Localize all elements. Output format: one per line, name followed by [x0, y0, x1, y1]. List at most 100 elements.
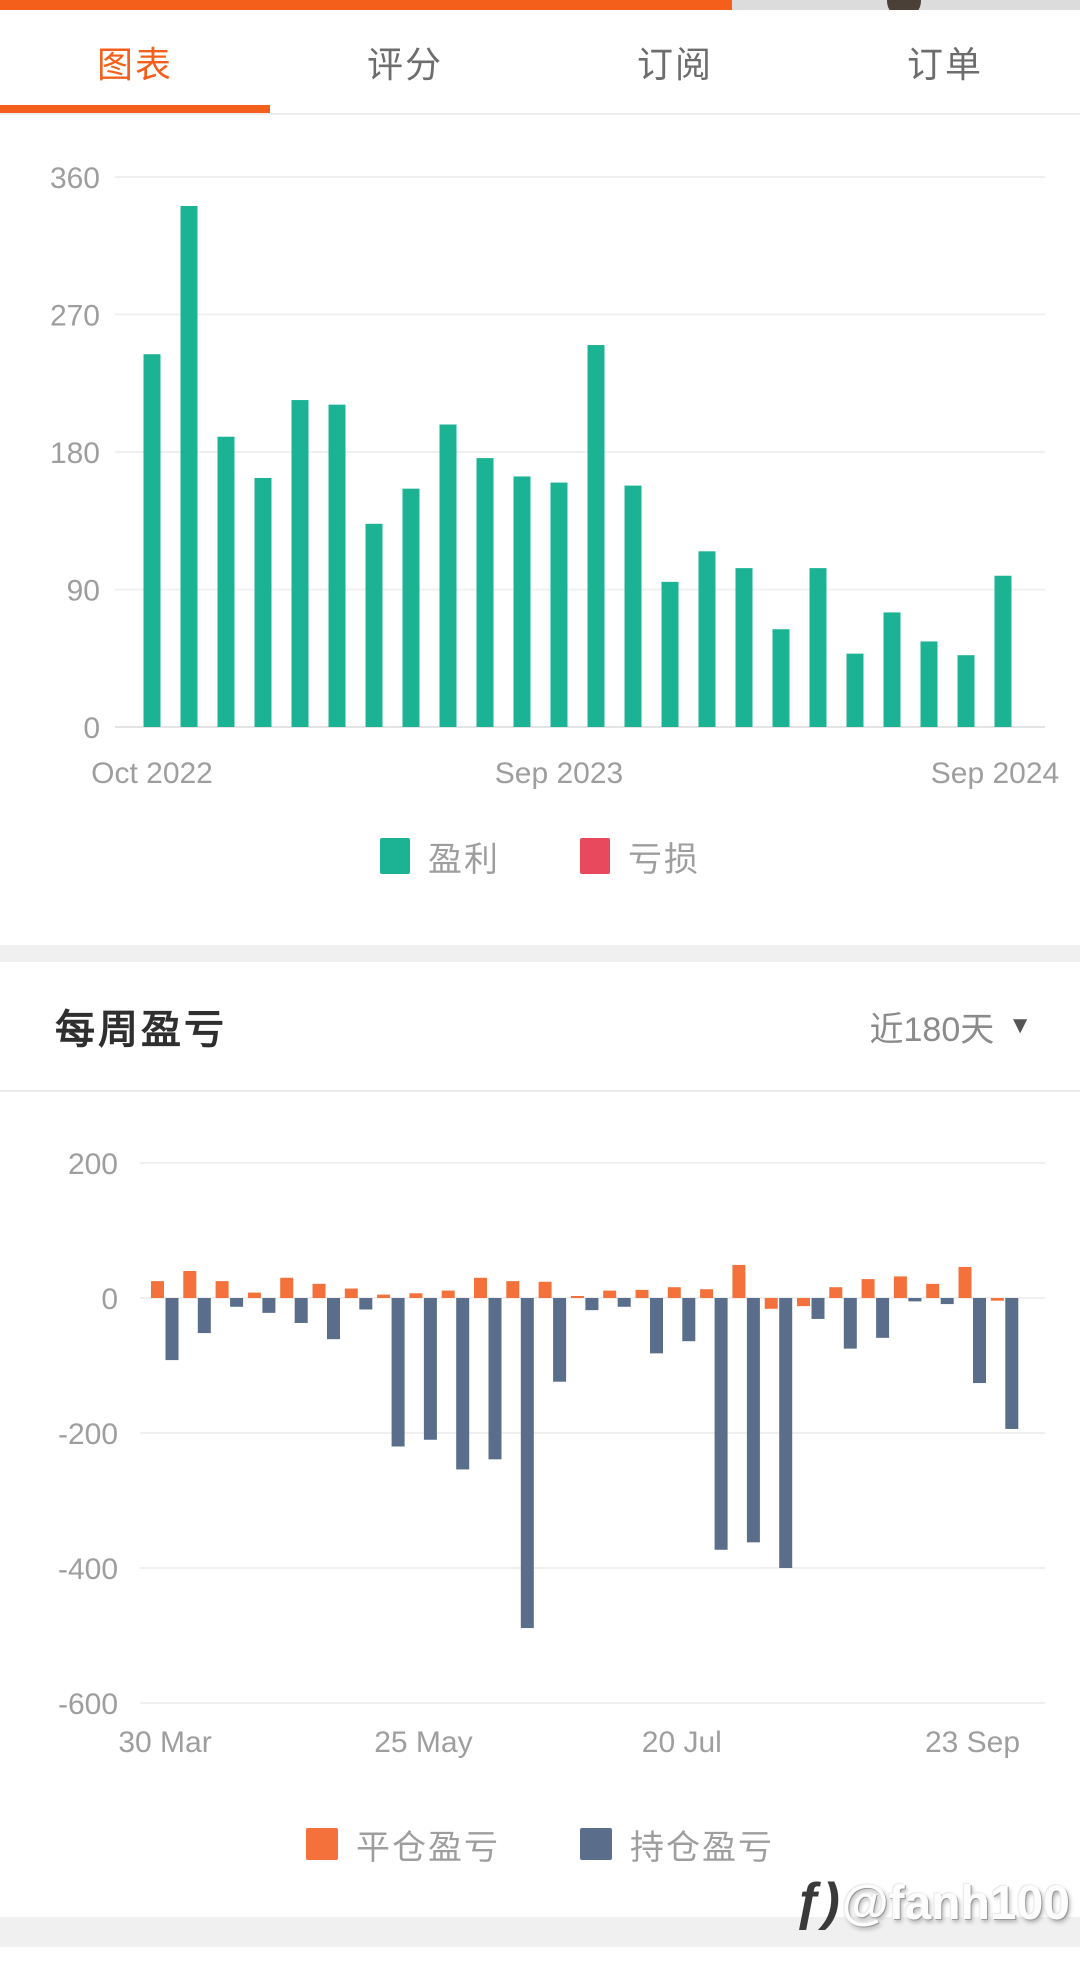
weekly-floating-pl-bar — [746, 1298, 760, 1543]
status-bar-accent — [0, 0, 732, 10]
weekly-floating-pl-bar — [876, 1298, 890, 1338]
weekly-floating-pl-bar — [197, 1298, 211, 1334]
weekly-floating-pl-bar — [294, 1298, 308, 1323]
y-axis-tick-label: 0 — [83, 712, 100, 745]
weekly-closed-pl-bar — [861, 1279, 875, 1298]
legend-label: 持仓盈亏 — [630, 1828, 774, 1867]
weekly-closed-pl-bar — [635, 1289, 649, 1298]
weekly-closed-pl-bar — [603, 1290, 617, 1298]
weekly-closed-pl-bar — [667, 1287, 681, 1298]
tab-subscription[interactable]: 订阅 — [636, 43, 713, 85]
y-axis-tick-label: 90 — [67, 575, 100, 608]
legend-item-floating-pl: 持仓盈亏 — [580, 1820, 774, 1869]
weekly-floating-pl-bar — [359, 1298, 373, 1310]
weekly-closed-pl-bar — [377, 1294, 391, 1298]
weekly-closed-pl-bar — [247, 1292, 261, 1298]
y-axis-tick-label: 360 — [50, 162, 100, 195]
y-axis-tick-label: 180 — [50, 437, 100, 470]
weekly-closed-pl-bar — [312, 1283, 326, 1298]
weekly-closed-pl-bar — [829, 1287, 843, 1298]
closed-pl-swatch — [306, 1828, 338, 1860]
monthly-profit-bar — [402, 488, 420, 727]
section-divider — [0, 945, 1080, 962]
weekly-closed-pl-bar — [797, 1298, 810, 1307]
weekly-closed-pl-bar — [764, 1298, 778, 1309]
weekly-closed-pl-bar — [538, 1281, 552, 1298]
monthly-profit-bar — [920, 641, 938, 727]
legend-item-closed-pl: 平仓盈亏 — [306, 1820, 500, 1869]
y-axis-tick-label: -600 — [58, 1688, 118, 1721]
weekly-chart-legend: 平仓盈亏 持仓盈亏 — [0, 1816, 1080, 1872]
tab-orders[interactable]: 订单 — [906, 43, 983, 85]
weekly-floating-pl-bar — [327, 1298, 340, 1340]
weekly-closed-pl-bar — [958, 1266, 972, 1298]
monthly-profit-bar — [994, 575, 1012, 727]
profit-swatch — [380, 838, 410, 874]
weekly-closed-pl-bar — [409, 1293, 423, 1298]
weekly-closed-pl-bar — [926, 1283, 940, 1298]
monthly-profit-bar — [550, 482, 568, 727]
x-axis-tick-label: 25 May — [374, 1726, 472, 1759]
x-axis-tick-label: 20 Jul — [642, 1726, 722, 1759]
weekly-floating-pl-bar — [230, 1298, 244, 1307]
bottom-divider-band — [0, 1917, 1080, 1947]
weekly-floating-pl-bar — [553, 1298, 567, 1382]
range-selector-dropdown[interactable]: 近180天 ▼ — [870, 962, 1033, 1090]
monthly-profit-bar — [476, 458, 494, 727]
watermark-handle: @fanh100 — [841, 1877, 1070, 1930]
weekly-floating-pl-bar — [940, 1298, 954, 1305]
x-axis-tick-label: Sep 2024 — [931, 757, 1059, 790]
weekly-closed-pl-bar — [893, 1276, 907, 1298]
weekly-floating-pl-bar — [423, 1298, 437, 1440]
weekly-floating-pl-bar — [391, 1298, 405, 1447]
weekly-floating-pl-bar — [165, 1298, 179, 1361]
weekly-closed-pl-bar — [474, 1277, 487, 1298]
tab-chart[interactable]: 图表 — [96, 43, 173, 85]
monthly-chart-legend: 盈利 亏损 — [0, 828, 1080, 884]
monthly-profit-bar — [291, 400, 309, 727]
legend-item-loss: 亏损 — [580, 832, 700, 881]
monthly-profit-bar — [957, 655, 975, 727]
weekly-closed-pl-bar — [700, 1289, 714, 1298]
weekly-floating-pl-bar — [779, 1298, 793, 1568]
weekly-floating-pl-bar — [585, 1298, 599, 1311]
tab-rating[interactable]: 评分 — [366, 43, 443, 85]
monthly-profit-bar — [698, 551, 716, 727]
x-axis-tick-label: 30 Mar — [118, 1726, 211, 1759]
monthly-profit-bar — [883, 612, 901, 727]
weekly-floating-pl-bar — [811, 1298, 825, 1319]
monthly-pl-chart-canvas: 360 270 180 90 0 Oct 2022 Sep 2023 Sep 2024 — [50, 162, 1059, 790]
active-tab-underline — [0, 105, 270, 113]
x-axis-tick-label: 23 Sep — [925, 1726, 1020, 1759]
weekly-closed-pl-bar — [215, 1281, 229, 1298]
monthly-profit-bar — [587, 345, 605, 727]
monthly-profit-bar — [772, 629, 790, 727]
legend-label: 平仓盈亏 — [356, 1828, 500, 1867]
weekly-floating-pl-bar — [520, 1298, 534, 1629]
watermark: ƒ) @fanh100 — [794, 1872, 1070, 1932]
y-axis-tick-label: 200 — [68, 1148, 118, 1181]
weekly-floating-pl-bar — [617, 1298, 631, 1307]
chevron-down-icon: ▼ — [1008, 1012, 1032, 1039]
monthly-profit-bar — [735, 568, 753, 727]
range-selector-label: 近180天 — [869, 1010, 995, 1049]
x-axis-tick-label: Oct 2022 — [91, 757, 213, 790]
weekly-closed-pl-bar — [344, 1288, 358, 1298]
legend-label: 亏损 — [628, 840, 700, 879]
weekly-closed-pl-bar — [506, 1281, 520, 1298]
monthly-profit-bar — [217, 436, 235, 727]
monthly-profit-bar — [254, 477, 272, 727]
weekly-floating-pl-bar — [843, 1298, 857, 1349]
y-axis-tick-label: -200 — [58, 1418, 118, 1451]
floating-pl-swatch — [580, 1828, 612, 1860]
weekly-floating-pl-bar — [973, 1298, 986, 1384]
y-axis-tick-label: 270 — [50, 300, 100, 333]
weekly-floating-pl-bar — [714, 1298, 728, 1550]
weekly-closed-pl-bar — [183, 1271, 197, 1298]
legend-item-profit: 盈利 — [380, 832, 500, 881]
weekly-section-header: 每周盈亏 近180天 ▼ — [0, 962, 1080, 1092]
weekly-floating-pl-bar — [682, 1298, 696, 1342]
monthly-profit-bar — [661, 581, 679, 727]
